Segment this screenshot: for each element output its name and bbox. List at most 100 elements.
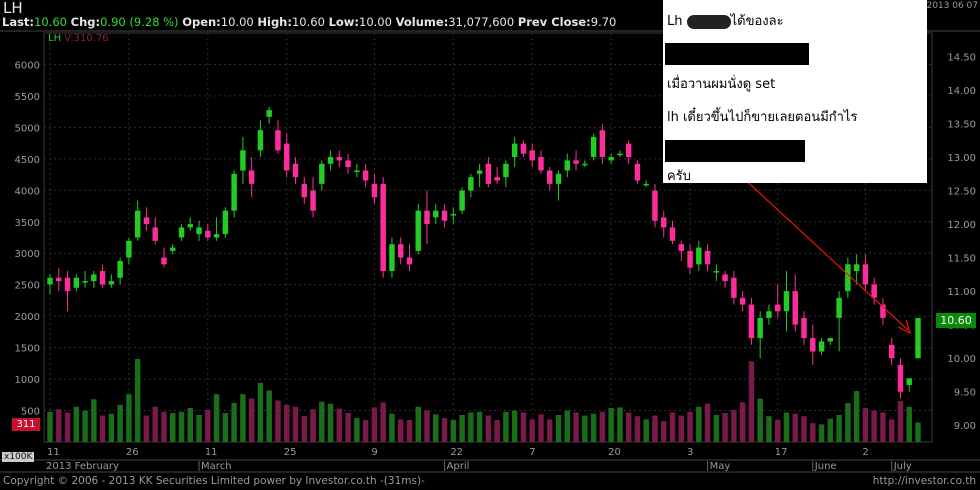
volume-bar [196,414,202,442]
left-tick-label: 3000 [15,249,40,260]
open-label: Open: [182,15,221,29]
volume-bar [301,416,307,442]
candle-body [424,210,430,225]
candle-body [485,163,492,184]
site-link[interactable]: http://investor.co.th [872,475,976,487]
candle-body [196,227,202,235]
x-tick-label: 17 [775,447,788,458]
volume-bar [818,424,825,442]
left-tick-label: 3500 [15,218,40,229]
candle-body [152,227,158,241]
volume-bar [564,410,571,442]
candle-body [573,160,579,164]
candle-body [284,143,290,171]
volume-bar [915,422,921,442]
candle-body [362,170,369,181]
candle-body [476,170,483,174]
volume-bar [792,413,798,442]
volume-bar [897,401,904,442]
candle-body [336,157,343,161]
note-line-6: ครับ [667,169,691,184]
volume-bar [529,419,535,442]
annotation-note: Lh ได้ของละ เมื่อวานผมนั่งดู set lh เดี๋… [663,0,927,184]
candle-body [117,260,123,278]
candle-body [783,291,790,312]
volume-bar [678,415,684,442]
candle-body [836,297,842,318]
candle-body [845,264,851,292]
volume-bar [722,413,728,442]
volume-bar [231,402,237,442]
right-tick-label: 10.00 [947,354,976,365]
volume-bar [468,412,474,442]
volume-bar [362,419,369,442]
volume-bar [573,412,579,442]
prev-close-value: 9.70 [590,15,617,29]
volume-bar [520,412,527,442]
volume-bar [827,418,834,442]
candle-body [99,271,106,285]
candle-body [82,281,88,283]
candle-body [722,274,728,282]
left-tick-label: 2000 [15,312,40,323]
candle-body [625,143,632,158]
volume-bar [82,410,88,442]
volume-bar [336,408,343,442]
candle-body [178,227,185,238]
volume-bar [143,415,150,442]
candle-body [669,227,676,241]
volume-bar [371,407,378,442]
last-label: Last: [2,15,35,29]
volume-bar [397,419,404,442]
candle-body [801,317,807,339]
candle-body [345,160,351,168]
candle-body [187,224,194,228]
volume-bar [634,416,641,442]
candle-body [555,173,562,184]
volume-bar [511,410,518,442]
series-name: LH [48,33,62,44]
candle-body [818,341,825,352]
candle-body [617,153,623,156]
candle-body [696,247,702,265]
candle-body [266,110,272,117]
candle-body [248,170,255,184]
left-tick-label: 4000 [15,186,40,197]
volume-bar [389,413,395,442]
candle-body [257,130,264,151]
volume-badge: 311 [12,418,40,431]
volume-bar [152,406,158,442]
volume-bar [222,413,229,442]
annotation-arrowhead [897,319,911,335]
volume-bar [783,412,790,442]
note-line-4: lh เดี๋ยวขึ้นไปก็ขายเลยตอนมีกำไร [667,110,858,125]
month-label: March [201,461,231,472]
candle-body [354,170,360,172]
redaction-blob [686,14,731,29]
volume-bar [617,407,623,442]
candle-body [678,244,684,251]
candle-body [205,230,211,238]
volume-bar [424,410,430,442]
volume-bar [266,390,272,442]
volume-bar [161,411,167,442]
volume-bar [836,414,842,442]
volume-bar [880,412,886,442]
volume-bar [433,414,439,442]
chg-label: Chg: [70,15,101,29]
volume-bar [704,403,711,442]
candle-body [56,277,62,282]
volume-bar [810,423,816,442]
volume-bar [547,419,553,442]
volume-bar [108,413,115,442]
candle-body [634,163,641,181]
volume-bar [354,418,360,442]
x-tick-label: 7 [529,447,535,458]
volume-bar [888,419,895,442]
note-line-1: Lh ได้ของละ [667,10,784,31]
high-label: High: [257,15,292,29]
x-tick-label: 11 [205,447,218,458]
candle-body [380,183,386,272]
left-tick-label: 1500 [15,344,40,355]
candle-body [503,163,509,178]
